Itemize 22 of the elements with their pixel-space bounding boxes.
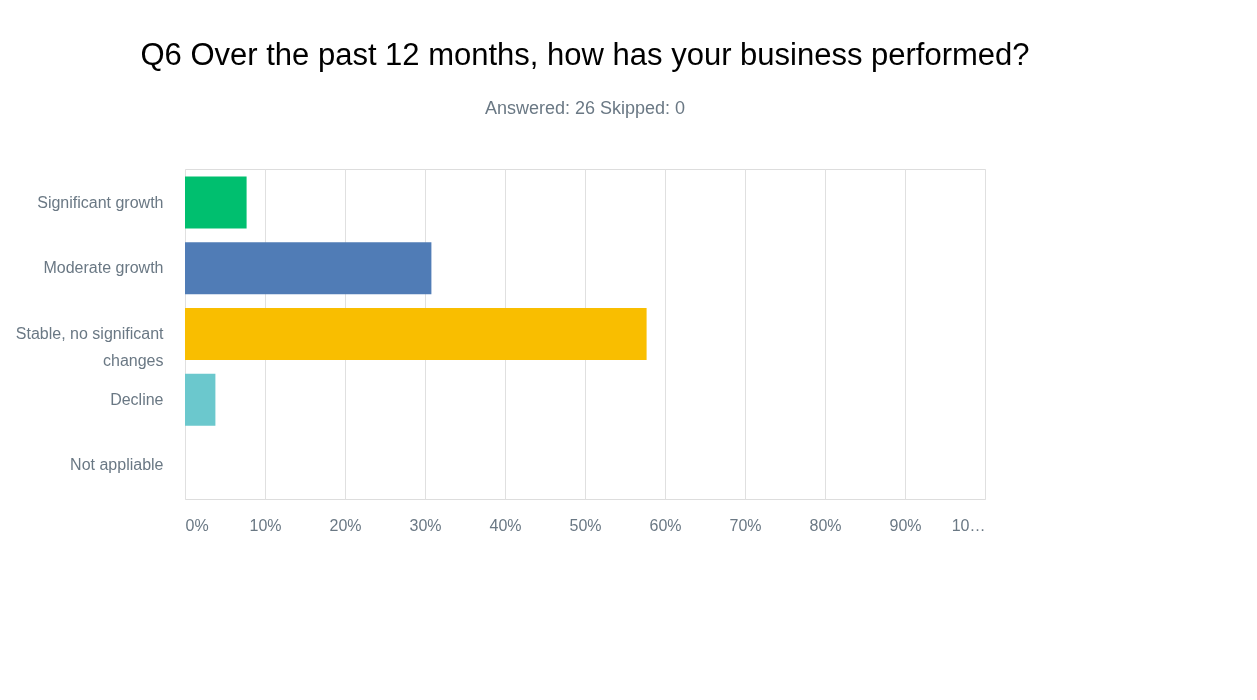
chart-subtitle: Answered: 26 Skipped: 0	[484, 98, 686, 118]
x-tick-label: 70%	[729, 516, 762, 534]
y-tick-label: Significant growth	[37, 193, 164, 211]
y-tick-label: Decline	[110, 390, 164, 408]
x-tick-label: 40%	[489, 516, 522, 534]
x-tick-label: 80%	[809, 516, 842, 534]
bar	[185, 176, 247, 229]
x-tick-label: 30%	[409, 516, 442, 534]
y-tick-label: Not appliable	[70, 456, 164, 474]
bar	[185, 242, 432, 295]
x-tick-label: 50%	[569, 516, 602, 534]
x-tick-label: 10%	[249, 516, 282, 534]
x-tick-label: 60%	[649, 516, 682, 534]
x-tick-label: 10…	[951, 516, 986, 534]
y-tick-label: Moderate growth	[43, 259, 164, 277]
y-tick-label: Stable, no significant changes	[15, 325, 165, 369]
bar	[185, 373, 216, 426]
bar	[185, 308, 647, 360]
x-tick-label: 20%	[329, 516, 362, 534]
x-tick-label: 0%	[185, 516, 209, 534]
chart-title: Q6 Over the past 12 months, how has your business performed?	[140, 37, 1030, 72]
x-tick-label: 90%	[889, 516, 922, 534]
